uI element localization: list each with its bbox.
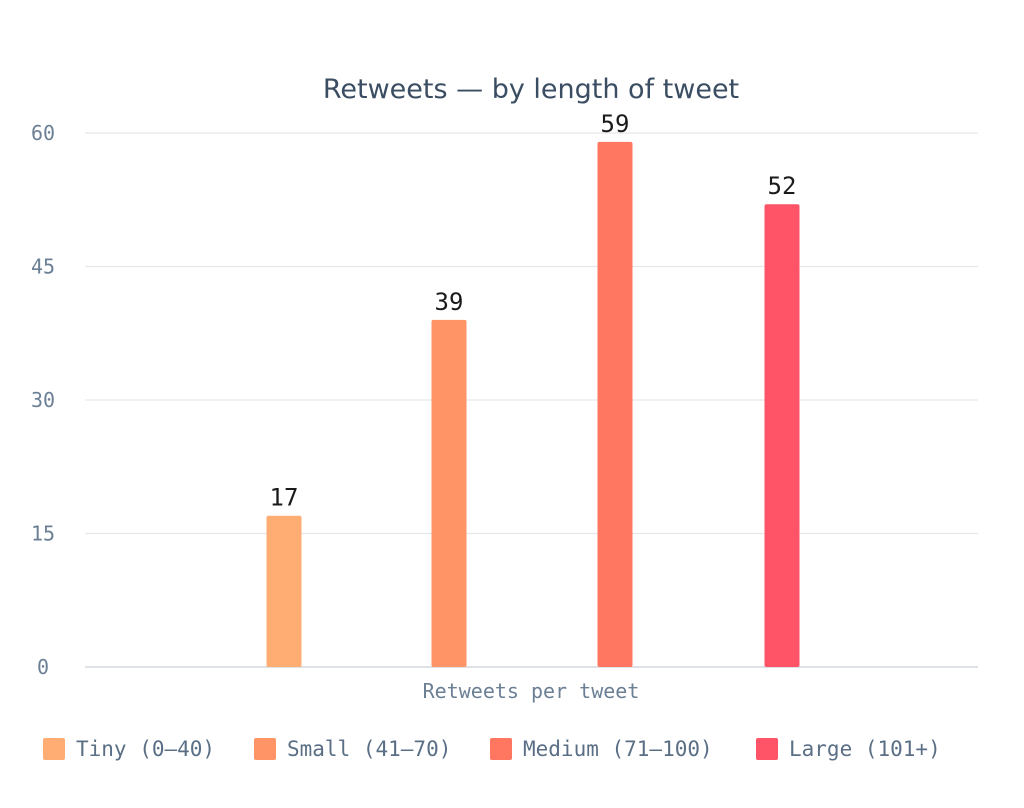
- legend-swatch: [43, 738, 65, 760]
- y-tick-label: 45: [31, 255, 55, 279]
- legend-item: Large (101+): [756, 737, 941, 761]
- legend-label: Tiny (0–40): [76, 737, 215, 761]
- x-axis-label: Retweets per tweet: [423, 679, 640, 703]
- data-label: 39: [435, 288, 464, 316]
- y-tick-label: 30: [31, 388, 55, 412]
- bar: [431, 319, 467, 667]
- legend-label: Small (41–70): [287, 737, 451, 761]
- y-tick-label: 60: [31, 121, 55, 145]
- legend: Tiny (0–40) Small (41–70) Medium (71–100) L…: [43, 737, 941, 761]
- legend-label: Medium (71–100): [523, 737, 713, 761]
- bars: [266, 141, 800, 667]
- legend-swatch: [254, 738, 276, 760]
- legend-item: Medium (71–100): [490, 737, 713, 761]
- legend-swatch: [756, 738, 778, 760]
- gridlines: [85, 132, 978, 668]
- y-tick-label: 15: [31, 522, 55, 546]
- chart-title: Retweets — by length of tweet: [323, 74, 739, 105]
- bar: [266, 515, 302, 667]
- data-label: 52: [768, 172, 797, 200]
- bar: [764, 204, 800, 667]
- legend-label: Large (101+): [789, 737, 941, 761]
- legend-item: Small (41–70): [254, 737, 451, 761]
- y-tick-label: 0: [37, 655, 49, 679]
- y-axis-ticks: 0 15 30 45 60: [31, 121, 55, 679]
- legend-swatch: [490, 738, 512, 760]
- bar: [597, 141, 633, 667]
- legend-item: Tiny (0–40): [43, 737, 215, 761]
- data-labels: 17 39 59 52: [270, 110, 797, 512]
- data-label: 17: [270, 484, 299, 512]
- data-label: 59: [601, 110, 630, 138]
